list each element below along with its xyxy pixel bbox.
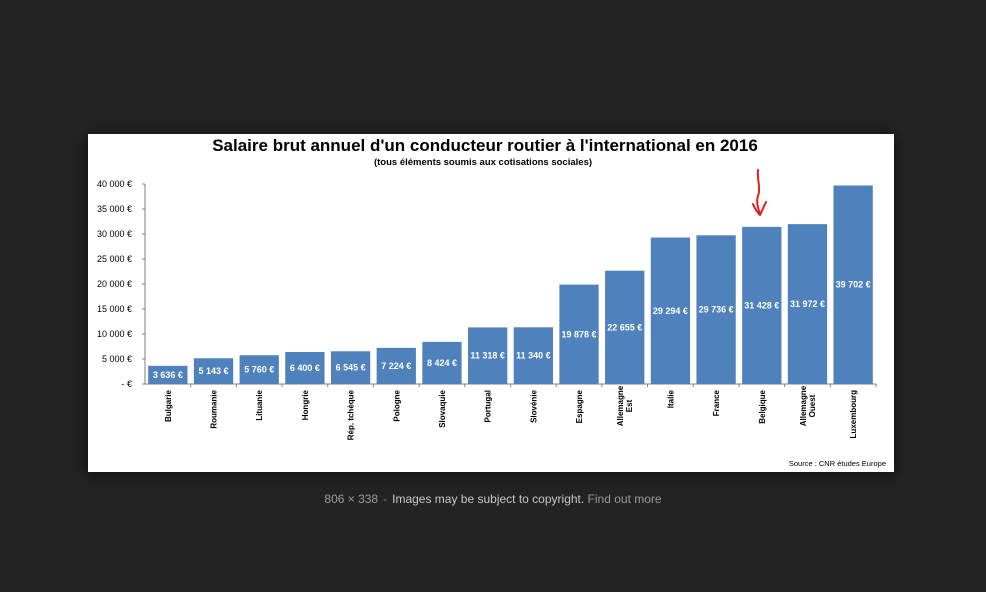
x-tick-label-line: Rép. tchèque xyxy=(347,389,356,440)
x-tick-label-line: Hongrie xyxy=(301,389,310,420)
x-tick-label-line: Luxembourg xyxy=(849,390,858,439)
x-tick-label: Hongrie xyxy=(301,389,310,420)
data-label: 22 655 € xyxy=(607,322,642,332)
data-label: 8 424 € xyxy=(427,358,457,368)
bar xyxy=(422,341,462,384)
data-label: 31 428 € xyxy=(744,300,779,310)
x-tick-label-line: Portugal xyxy=(484,390,493,422)
x-tick-label: Slovaquie xyxy=(438,389,447,427)
x-tick-label: Allemagne Est xyxy=(616,385,634,426)
data-label: 29 736 € xyxy=(699,305,734,315)
image-caption: 806 × 338- Images may be subject to copyr… xyxy=(0,492,986,506)
bar xyxy=(148,365,188,384)
x-tick-label: Lituanie xyxy=(255,389,264,420)
data-label: 5 143 € xyxy=(199,366,229,376)
y-axis: 40 000 € 35 000 € 30 000 € 25 000 € 20 000 €… xyxy=(97,179,146,389)
y-tick-label: 5 000 € xyxy=(102,354,132,364)
bar xyxy=(330,351,371,384)
x-tick-label: Belgique xyxy=(758,389,767,423)
x-axis: Bulgarie Roumanie Lituanie Hongrie Rép. tchè… xyxy=(145,383,877,440)
x-tick-label-line: Ouest xyxy=(808,394,817,417)
data-label: 11 318 € xyxy=(470,351,505,361)
y-tick-label: 35 000 € xyxy=(97,204,132,214)
bar xyxy=(787,224,828,384)
bar xyxy=(468,327,508,384)
data-label: 5 760 € xyxy=(244,365,274,375)
data-label: 6 545 € xyxy=(336,363,366,373)
x-tick-label: Allemagne Ouest xyxy=(799,385,817,426)
x-tick-label-line: Italie xyxy=(666,389,675,408)
x-tick-label-line: France xyxy=(712,389,721,416)
data-labels: 3 636 € 5 143 € 5 760 € 6 400 € 6 545 € 7 224… xyxy=(153,280,871,380)
x-tick-label: Luxembourg xyxy=(849,390,858,439)
data-label: 19 878 € xyxy=(562,329,597,339)
x-tick-label-line: Slovénie xyxy=(529,389,538,422)
x-tick-label-line: Slovaquie xyxy=(438,389,447,427)
x-tick-label-line: Pologne xyxy=(392,389,401,421)
x-tick-label: Portugal xyxy=(484,390,493,422)
bar xyxy=(376,347,416,384)
bar xyxy=(193,358,234,384)
x-tick-label: Espagne xyxy=(575,389,584,423)
chart-subtitle: (tous éléments soumis aux cotisations so… xyxy=(374,157,592,168)
x-tick-label-line: Roumanie xyxy=(210,389,219,428)
y-tick-label: 25 000 € xyxy=(97,254,132,264)
data-label: 3 636 € xyxy=(153,370,183,380)
x-tick-label-line: Allemagne xyxy=(799,385,808,426)
data-label: 31 972 € xyxy=(790,299,825,309)
x-tick-label: Roumanie xyxy=(210,389,219,428)
bars xyxy=(148,185,873,384)
x-tick-label-line: Lituanie xyxy=(255,389,264,420)
bar xyxy=(742,226,782,384)
x-tick-label-line: Espagne xyxy=(575,389,584,423)
bar xyxy=(239,355,279,384)
y-tick-label: 10 000 € xyxy=(97,329,132,339)
y-tick-label: 15 000 € xyxy=(97,304,132,314)
x-tick-label: Italie xyxy=(666,389,675,408)
x-tick-label: Slovénie xyxy=(529,389,538,422)
x-tick-label: Rép. tchèque xyxy=(347,389,356,440)
find-out-more-link[interactable]: Find out more xyxy=(587,492,662,506)
chart-title: Salaire brut annuel d'un conducteur rout… xyxy=(212,136,758,155)
x-tick-label-line: Allemagne xyxy=(616,385,625,426)
red-arrow-annotation xyxy=(752,169,767,216)
image-dimensions: 806 × 338 xyxy=(324,492,379,506)
y-tick-label: 20 000 € xyxy=(97,279,132,289)
x-tick-label-line: Est xyxy=(625,399,634,412)
y-tick-label: 30 000 € xyxy=(97,229,132,239)
bar xyxy=(513,327,553,384)
x-tick-label-line: Belgique xyxy=(758,389,767,423)
data-label: 11 340 € xyxy=(516,351,551,361)
y-tick-label: 40 000 € xyxy=(97,179,132,189)
chart-source: Source : CNR études Europe xyxy=(789,459,886,468)
y-tick-label: - € xyxy=(121,379,132,389)
data-label: 39 702 € xyxy=(836,280,871,290)
bar xyxy=(605,270,645,384)
x-tick-label: France xyxy=(712,389,721,416)
bar xyxy=(696,235,736,384)
data-label: 29 294 € xyxy=(653,306,688,316)
bar xyxy=(285,352,325,384)
x-tick-label: Pologne xyxy=(392,389,401,421)
bar xyxy=(650,237,691,384)
x-tick-label: Bulgarie xyxy=(164,389,173,422)
data-label: 7 224 € xyxy=(381,361,411,371)
copyright-notice: Images may be subject to copyright. xyxy=(392,492,585,506)
preview-image[interactable]: Salaire brut annuel d'un conducteur rout… xyxy=(88,134,894,472)
caption-separator: - xyxy=(383,492,388,506)
bar xyxy=(833,185,873,384)
data-label: 6 400 € xyxy=(290,363,320,373)
x-tick-label-line: Bulgarie xyxy=(164,389,173,422)
bar xyxy=(559,284,599,384)
bar-chart: Salaire brut annuel d'un conducteur rout… xyxy=(97,136,886,468)
